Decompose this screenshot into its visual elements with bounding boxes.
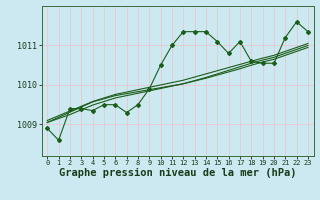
X-axis label: Graphe pression niveau de la mer (hPa): Graphe pression niveau de la mer (hPa) [59,168,296,178]
